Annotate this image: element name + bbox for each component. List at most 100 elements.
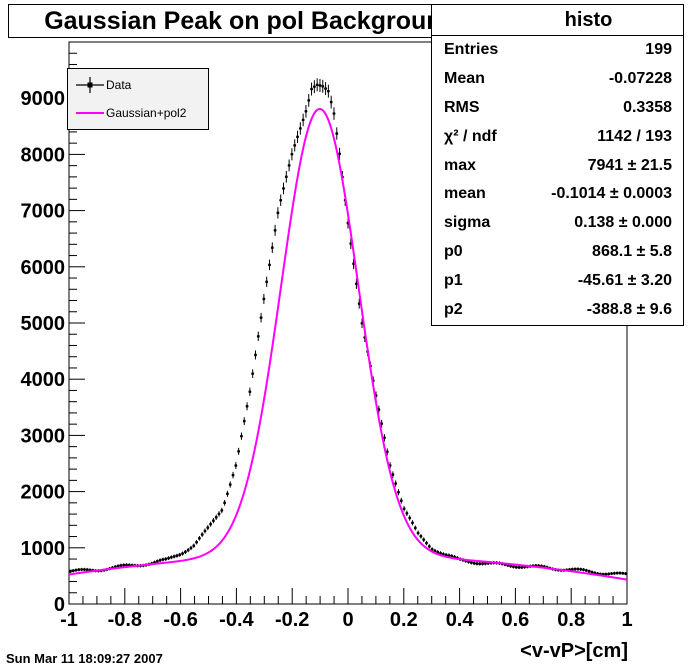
point-marker bbox=[161, 558, 165, 561]
x-tick-label: 1 bbox=[621, 609, 632, 631]
point-marker bbox=[579, 568, 582, 571]
data-point bbox=[338, 147, 341, 160]
point-marker bbox=[391, 473, 395, 476]
point-marker bbox=[487, 562, 490, 565]
point-marker bbox=[248, 390, 252, 393]
point-marker bbox=[599, 572, 602, 576]
point-marker bbox=[257, 335, 260, 338]
data-point bbox=[610, 572, 613, 576]
data-point bbox=[195, 540, 198, 545]
point-marker bbox=[116, 564, 120, 568]
data-point bbox=[579, 567, 583, 571]
x-tick-label: -0.8 bbox=[108, 609, 142, 631]
stats-value: 7941 ± 21.5 bbox=[587, 156, 672, 174]
data-point bbox=[512, 565, 515, 569]
data-point bbox=[416, 530, 420, 536]
data-point bbox=[517, 565, 521, 570]
data-point bbox=[587, 569, 591, 573]
point-marker bbox=[394, 482, 397, 485]
point-marker bbox=[613, 572, 616, 575]
data-point bbox=[279, 194, 283, 206]
point-marker bbox=[178, 553, 181, 557]
data-point bbox=[192, 543, 196, 548]
y-tick-label: 3000 bbox=[21, 425, 66, 447]
point-marker bbox=[72, 569, 75, 572]
data-point bbox=[161, 557, 165, 562]
point-marker bbox=[520, 566, 524, 569]
data-point bbox=[158, 558, 162, 563]
x-tick-label: -0.2 bbox=[275, 609, 309, 631]
point-marker bbox=[582, 568, 585, 571]
point-marker bbox=[618, 571, 622, 575]
data-point bbox=[155, 559, 159, 564]
point-marker bbox=[200, 533, 204, 536]
x-tick-label: -0.4 bbox=[219, 609, 254, 631]
stats-value: 868.1 ± 5.8 bbox=[592, 242, 672, 260]
stats-value: 199 bbox=[645, 41, 672, 59]
point-marker bbox=[226, 492, 229, 496]
point-marker bbox=[400, 499, 403, 502]
point-marker bbox=[590, 570, 594, 574]
data-point bbox=[245, 402, 249, 411]
y-tick-label: 9000 bbox=[21, 88, 66, 110]
stats-label: Mean bbox=[444, 70, 485, 88]
data-point bbox=[74, 568, 78, 572]
point-marker bbox=[192, 544, 195, 547]
point-marker bbox=[271, 246, 274, 249]
point-marker bbox=[114, 565, 117, 569]
data-point bbox=[183, 549, 187, 554]
point-marker bbox=[478, 562, 481, 565]
data-point bbox=[217, 511, 221, 517]
point-marker bbox=[430, 548, 434, 551]
stats-box: histo Entries 199 Mean -0.07228 RMS 0.3358 χ² … bbox=[431, 4, 684, 326]
data-point bbox=[478, 561, 482, 566]
point-marker bbox=[217, 512, 221, 516]
x-tick-label: 0.2 bbox=[390, 609, 418, 631]
data-point bbox=[284, 170, 288, 183]
y-tick-label: 1000 bbox=[21, 538, 66, 560]
point-marker bbox=[515, 566, 518, 569]
data-point bbox=[397, 489, 400, 496]
data-point bbox=[175, 553, 179, 558]
data-point bbox=[240, 432, 243, 440]
point-marker bbox=[296, 135, 299, 139]
point-marker bbox=[349, 242, 353, 245]
data-point bbox=[226, 490, 229, 497]
data-point bbox=[248, 387, 252, 396]
stats-value: -388.8 ± 9.6 bbox=[586, 300, 672, 318]
point-marker bbox=[88, 568, 92, 572]
point-marker bbox=[352, 262, 355, 266]
data-point bbox=[220, 507, 224, 514]
data-point bbox=[584, 568, 588, 573]
stats-label: max bbox=[444, 156, 477, 174]
point-marker bbox=[285, 175, 288, 179]
data-point bbox=[223, 499, 227, 506]
stats-label: p1 bbox=[444, 271, 463, 289]
point-marker bbox=[203, 529, 207, 533]
point-marker bbox=[324, 87, 327, 90]
stats-label: RMS bbox=[444, 98, 480, 116]
fit-line bbox=[68, 107, 628, 581]
point-marker bbox=[189, 546, 193, 550]
data-point bbox=[399, 497, 403, 504]
point-marker bbox=[587, 570, 591, 573]
point-marker bbox=[206, 526, 209, 529]
data-point bbox=[301, 113, 305, 127]
data-point bbox=[71, 569, 75, 573]
stats-row: RMS 0.3358 bbox=[432, 94, 683, 123]
stats-row: mean -0.1014 ± 0.0003 bbox=[432, 180, 683, 209]
point-marker bbox=[172, 555, 176, 558]
point-marker bbox=[209, 522, 212, 526]
data-point bbox=[607, 572, 611, 576]
data-point bbox=[576, 567, 580, 571]
point-marker bbox=[80, 568, 83, 571]
point-marker bbox=[237, 450, 240, 453]
data-point bbox=[231, 471, 235, 479]
point-marker bbox=[164, 557, 167, 561]
point-marker bbox=[279, 199, 282, 202]
point-marker bbox=[543, 565, 546, 568]
data-point bbox=[618, 571, 622, 575]
stats-header: histo bbox=[432, 5, 683, 36]
stats-value: 0.3358 bbox=[623, 98, 672, 116]
